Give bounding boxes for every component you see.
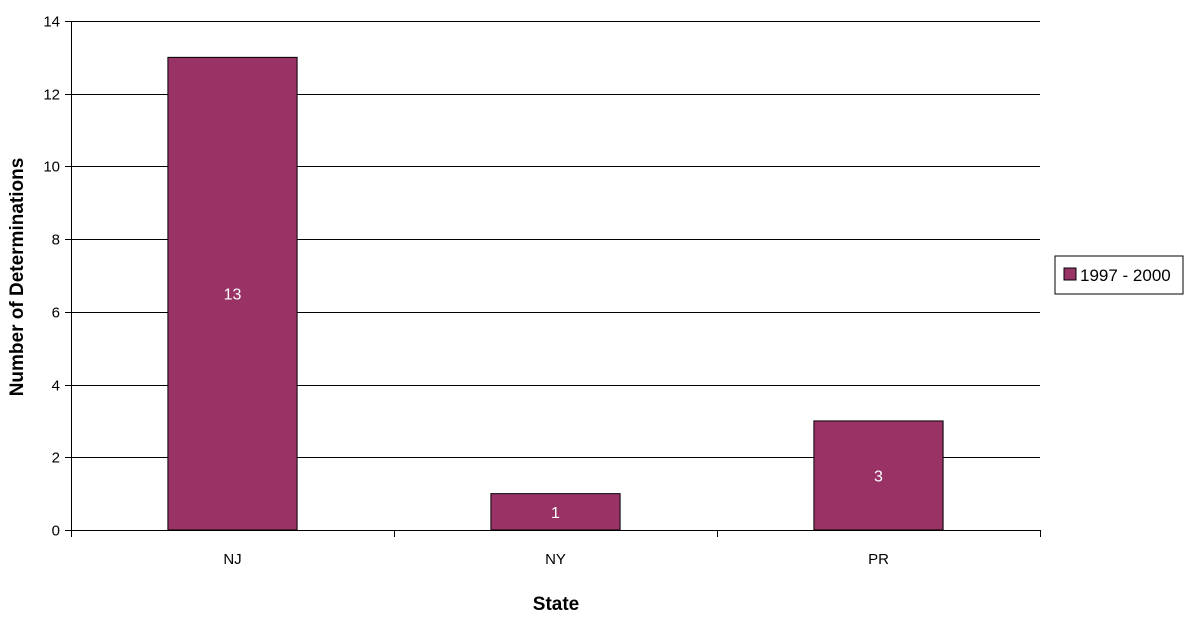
- y-tick-label: 0: [52, 523, 60, 540]
- axes: [65, 21, 1041, 537]
- legend: 1997 - 2000: [1054, 255, 1184, 295]
- tick-labels: 0 2 4 6 8 10 12 14 NJ NY PR: [43, 14, 889, 569]
- x-tick-label: PR: [868, 551, 889, 568]
- bar-ny: [490, 493, 621, 531]
- y-tick-label: 2: [52, 450, 60, 467]
- y-tick-label: 4: [52, 378, 60, 395]
- data-label: 1: [551, 505, 560, 522]
- y-tick-label: 10: [43, 159, 60, 176]
- x-tick-label: NY: [545, 551, 566, 568]
- x-tick-label: NJ: [223, 551, 241, 568]
- y-tick-label: 12: [43, 87, 60, 104]
- legend-label: 1997 - 2000: [1080, 266, 1171, 285]
- y-tick-label: 6: [52, 305, 60, 322]
- y-axis-title: Number of Determinations: [7, 158, 28, 397]
- bar-pr: [813, 420, 944, 531]
- y-tick-label: 8: [52, 232, 60, 249]
- data-label: 3: [874, 468, 883, 485]
- data-label: 13: [224, 287, 242, 304]
- y-tick-label: 14: [43, 14, 60, 31]
- bars: [167, 56, 944, 531]
- x-axis-title: State: [533, 594, 579, 615]
- legend-swatch: [1063, 267, 1077, 281]
